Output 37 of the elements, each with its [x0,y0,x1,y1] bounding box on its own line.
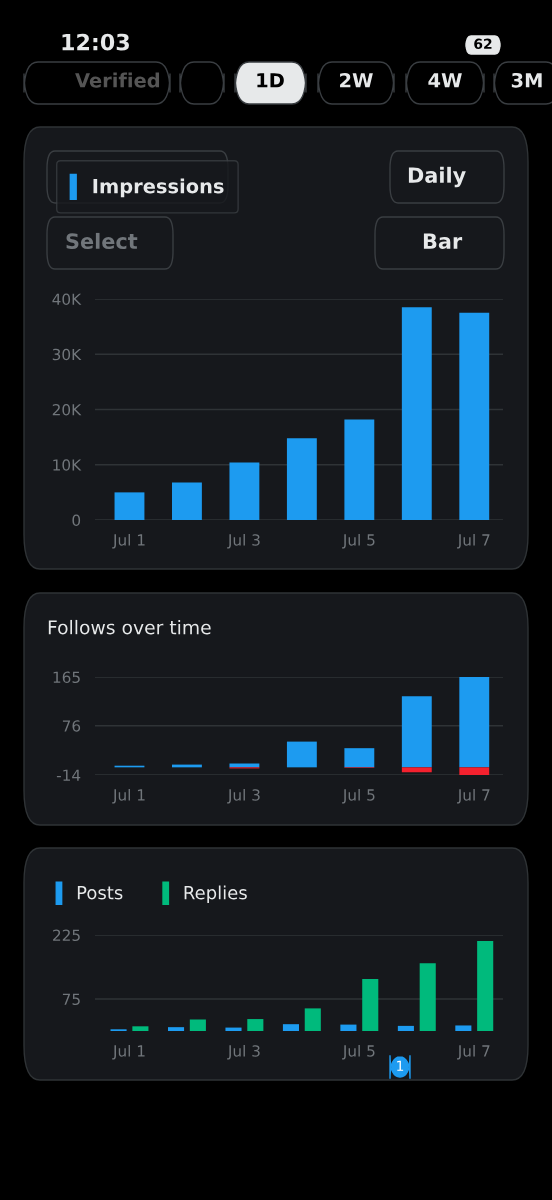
y-tick-label: 40K [52,293,82,306]
text: 1 [397,1060,404,1071]
x-tick-label: Jul 1 [112,533,145,549]
y-tick-label: 30K [52,348,82,361]
x-tick-label: Jul 3 [227,1044,260,1060]
text: 12:03 [62,33,129,51]
x-tick-label: Jul 7 [456,788,490,804]
chart-title: Follows over time [48,619,211,635]
x-tick-label: Jul 1 [112,1044,145,1060]
text: 1D [257,73,284,88]
x-tick-label: Jul 5 [342,533,375,549]
text: Select [66,232,138,250]
x-tick-label: Jul 7 [456,533,490,549]
x-tick-label: Jul 3 [227,788,260,804]
y-tick-label: 0 [72,514,81,527]
x-tick-label: Jul 7 [456,1044,490,1060]
x-tick-label: Jul 3 [227,533,260,549]
x-tick-label: Jul 5 [342,1044,375,1060]
x-tick-label: Jul 5 [342,788,375,804]
y-tick-label: 76 [62,720,81,732]
text: 2W [340,72,373,88]
y-tick-label: -14 [56,769,81,781]
y-tick-label: 75 [62,993,80,1006]
legend-label: Replies [184,885,247,903]
y-tick-label: 165 [53,671,80,684]
text: 4W [428,73,462,88]
legend-label: Impressions [93,178,224,198]
text: Daily [408,166,466,188]
y-tick-label: 225 [53,929,80,942]
x-tick-label: Jul 1 [112,788,145,804]
text: 62 [474,38,492,50]
legend-label: Posts [77,886,123,900]
y-tick-label: 20K [52,403,82,416]
text: Bar [423,233,463,250]
text: Verified [75,72,160,88]
y-tick-label: 10K [53,459,82,471]
text: 3M [511,72,542,88]
